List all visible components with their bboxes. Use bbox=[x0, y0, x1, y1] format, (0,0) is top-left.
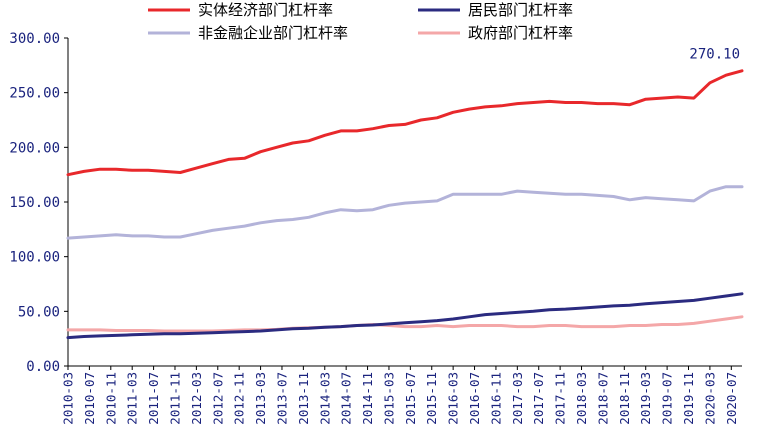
x-tick-label: 2014-07 bbox=[339, 372, 354, 425]
y-tick-label: 0.00 bbox=[26, 359, 60, 375]
x-tick-label: 2016-03 bbox=[446, 372, 461, 425]
series-line-3 bbox=[66, 315, 744, 333]
y-tick-label: 200.00 bbox=[9, 140, 60, 156]
x-tick-label: 2018-11 bbox=[617, 372, 632, 425]
x-tick-label: 2015-03 bbox=[382, 372, 397, 425]
x-tick-label: 2020-03 bbox=[702, 372, 717, 425]
y-tick-label: 100.00 bbox=[9, 250, 60, 266]
series-line-2 bbox=[66, 185, 744, 240]
x-tick-label: 2014-11 bbox=[360, 372, 375, 425]
x-tick-label: 2016-07 bbox=[467, 372, 482, 425]
legend-label: 非金融企业部门杠杆率 bbox=[198, 24, 348, 42]
y-tick-label: 150.00 bbox=[9, 195, 60, 211]
x-tick-label: 2016-11 bbox=[488, 372, 503, 425]
x-tick-label: 2011-07 bbox=[146, 372, 161, 425]
x-tick-label: 2014-03 bbox=[317, 372, 332, 425]
x-tick-label: 2015-07 bbox=[403, 372, 418, 425]
x-tick-label: 2013-03 bbox=[253, 372, 268, 425]
x-tick-label: 2011-11 bbox=[168, 372, 183, 425]
series-line-0 bbox=[66, 69, 744, 177]
x-tick-label: 2015-11 bbox=[424, 372, 439, 425]
data-label: 270.10 bbox=[689, 47, 740, 63]
x-tick-label: 2017-11 bbox=[553, 372, 568, 425]
x-tick-label: 2012-07 bbox=[210, 372, 225, 425]
x-tick-label: 2018-03 bbox=[574, 372, 589, 425]
x-tick-label: 2019-11 bbox=[681, 372, 696, 425]
y-tick-label: 250.00 bbox=[9, 86, 60, 102]
x-tick-label: 2012-11 bbox=[232, 372, 247, 425]
axes: 0.00 50.00 100.00 150.00 200.00 250.00 300.00 2… bbox=[9, 31, 742, 425]
y-tick-label: 50.00 bbox=[18, 304, 60, 320]
x-tick-label: 2011-03 bbox=[125, 372, 140, 425]
x-tick-label: 2010-07 bbox=[82, 372, 97, 425]
series-layer bbox=[66, 69, 744, 340]
x-tick-label: 2010-03 bbox=[61, 372, 76, 425]
legend-label: 实体经济部门杠杆率 bbox=[198, 1, 333, 19]
annotation-layer: 270.10 bbox=[689, 47, 740, 63]
x-tick-label: 2013-11 bbox=[296, 372, 311, 425]
x-tick-label: 2010-11 bbox=[103, 372, 118, 425]
legend-label: 居民部门杠杆率 bbox=[468, 1, 573, 19]
x-tick-label: 2020-07 bbox=[724, 372, 739, 425]
x-tick-label: 2019-03 bbox=[638, 372, 653, 425]
x-tick-label: 2019-07 bbox=[660, 372, 675, 425]
y-tick-label: 300.00 bbox=[9, 31, 60, 47]
x-tick-label: 2017-03 bbox=[510, 372, 525, 425]
legend-label: 政府部门杠杆率 bbox=[468, 24, 573, 42]
x-tick-label: 2013-07 bbox=[275, 372, 290, 425]
x-tick-label: 2018-07 bbox=[595, 372, 610, 425]
series-line-1 bbox=[66, 292, 744, 340]
x-tick-label: 2017-07 bbox=[531, 372, 546, 425]
x-tick-label: 2012-03 bbox=[189, 372, 204, 425]
